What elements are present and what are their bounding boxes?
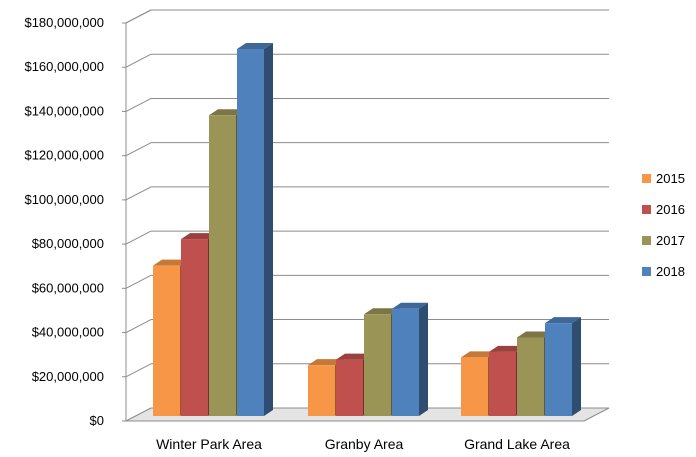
bar-front bbox=[308, 365, 335, 416]
bar bbox=[237, 42, 273, 416]
y-tick-label: $160,000,000 bbox=[24, 59, 104, 74]
bar-top bbox=[209, 109, 245, 116]
gridline-side bbox=[125, 319, 152, 333]
x-category-label: Winter Park Area bbox=[156, 436, 262, 452]
y-tick-label: $180,000,000 bbox=[24, 15, 104, 30]
legend-label: 2018 bbox=[656, 264, 685, 279]
bar-top bbox=[237, 42, 273, 49]
gridline-side bbox=[125, 98, 152, 112]
y-tick-label: $140,000,000 bbox=[24, 103, 104, 118]
y-tick-label: $80,000,000 bbox=[32, 236, 104, 251]
legend-swatch bbox=[642, 205, 651, 214]
bars bbox=[153, 42, 581, 417]
legend: 2015 2016 2017 2018 bbox=[642, 171, 685, 279]
legend-label: 2015 bbox=[656, 171, 685, 186]
legend-swatch bbox=[642, 267, 651, 276]
gridline-side bbox=[125, 274, 152, 289]
bar-top bbox=[461, 351, 497, 358]
legend-swatch bbox=[642, 174, 651, 183]
gridline-side bbox=[125, 363, 152, 378]
legend-label: 2017 bbox=[656, 233, 685, 248]
bar-top bbox=[336, 353, 372, 360]
bar-side bbox=[264, 42, 273, 416]
bar-top bbox=[153, 259, 189, 266]
bar-front bbox=[336, 359, 363, 416]
bar-side bbox=[419, 302, 428, 416]
gridline-side bbox=[125, 230, 152, 245]
gridline-side bbox=[125, 186, 152, 201]
bar-front bbox=[237, 48, 264, 416]
bar-front bbox=[153, 265, 180, 416]
bar-front bbox=[209, 115, 236, 417]
bar-top bbox=[364, 308, 400, 315]
bar-top bbox=[181, 233, 217, 240]
y-tick-label: $60,000,000 bbox=[32, 280, 104, 295]
bar-front bbox=[545, 323, 572, 416]
legend-swatch bbox=[642, 236, 651, 245]
y-tick-label: $20,000,000 bbox=[32, 369, 104, 384]
x-category-label: Grand Lake Area bbox=[464, 436, 570, 452]
side-wall-edge bbox=[125, 9, 152, 421]
bar-top bbox=[392, 302, 428, 309]
bar-front bbox=[489, 351, 516, 416]
bar-side bbox=[572, 317, 581, 416]
bar-top bbox=[545, 317, 581, 324]
legend-label: 2016 bbox=[656, 202, 685, 217]
bar-top bbox=[308, 359, 344, 366]
bar-top bbox=[517, 331, 553, 338]
x-category-label: Granby Area bbox=[325, 436, 404, 452]
x-category-labels: Winter Park Area Granby Area Grand Lake Ar… bbox=[156, 436, 570, 452]
y-tick-labels: $0 $20,000,000 $40,000,000 $60,000,000 $80,0… bbox=[24, 15, 104, 428]
y-tick-label: $100,000,000 bbox=[24, 192, 104, 207]
bar-front bbox=[392, 308, 419, 416]
y-tick-label: $40,000,000 bbox=[32, 325, 104, 340]
y-tick-label: $120,000,000 bbox=[24, 148, 104, 163]
bar-front bbox=[461, 357, 488, 416]
gridline-side bbox=[125, 142, 152, 157]
bar-top bbox=[489, 345, 525, 352]
y-tick-label: $0 bbox=[90, 413, 104, 428]
bar-front bbox=[181, 239, 208, 416]
bar-front bbox=[364, 314, 391, 416]
bar bbox=[545, 317, 581, 416]
bar bbox=[392, 302, 428, 416]
gridline-side bbox=[125, 53, 152, 68]
bar-front bbox=[517, 337, 544, 416]
